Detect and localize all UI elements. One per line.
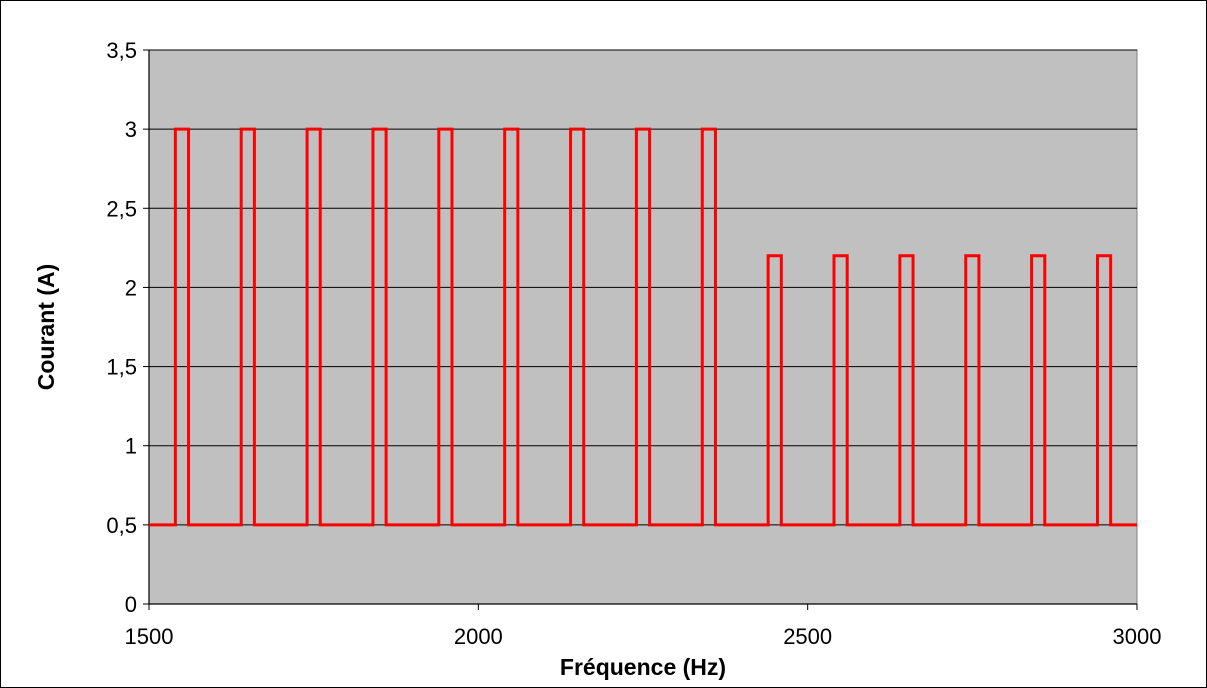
axes — [143, 49, 1138, 610]
y-tick-label: 1 — [125, 434, 137, 459]
y-tick-label: 2,5 — [106, 196, 137, 221]
x-tick-label: 2000 — [454, 624, 503, 649]
y-tick-label: 3 — [125, 117, 137, 142]
x-tick-label: 2500 — [783, 624, 832, 649]
y-axis-title: Courant (A) — [33, 264, 59, 390]
x-tick-label: 3000 — [1113, 624, 1162, 649]
y-tick-label: 0 — [125, 592, 137, 617]
plot-area — [148, 49, 1138, 605]
x-tick-label: 1500 — [125, 624, 174, 649]
series-line — [149, 127, 1137, 527]
y-tick-label: 3,5 — [106, 38, 137, 63]
y-tick-label: 0,5 — [106, 513, 137, 538]
x-axis-title: Fréquence (Hz) — [560, 654, 726, 680]
y-tick-label: 2 — [125, 275, 137, 300]
x-tick-labels: 1500 2000 2500 3000 — [125, 624, 1162, 649]
y-tick-labels: 0 0,5 1 1,5 2 2,5 3 3,5 — [106, 38, 137, 617]
y-tick-label: 1,5 — [106, 355, 137, 380]
series-layer — [149, 127, 1137, 527]
